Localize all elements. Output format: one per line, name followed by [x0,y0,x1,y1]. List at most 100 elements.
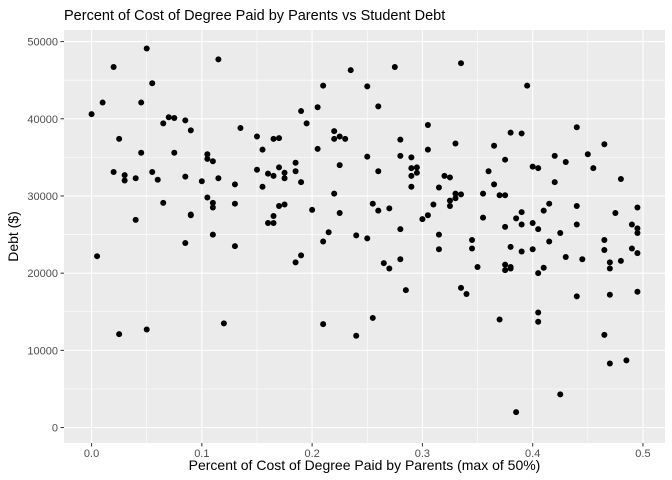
data-point [579,256,586,263]
x-tick-label: 0.1 [194,448,209,460]
data-point [441,172,448,179]
x-tick-label: 0.4 [525,448,540,460]
data-point [215,175,222,182]
data-point [110,64,117,71]
data-point [424,146,431,153]
chart-title: Percent of Cost of Degree Paid by Parent… [64,8,445,24]
data-point [259,146,266,153]
data-point [375,103,382,110]
data-point [231,200,238,207]
data-points [88,45,641,416]
data-point [435,231,442,238]
data-point [171,149,178,156]
data-point [154,176,161,183]
data-point [502,267,509,274]
data-point [617,257,624,264]
data-point [182,117,189,124]
data-point [386,205,393,212]
data-point [601,331,608,338]
data-point [535,318,542,325]
data-point [435,184,442,191]
data-point [353,332,360,339]
data-point [209,231,216,238]
data-point [182,173,189,180]
data-point [143,45,150,52]
data-point [634,230,641,237]
data-point [529,246,536,253]
data-point [518,209,525,216]
data-point [424,121,431,128]
data-point [215,56,222,63]
data-point [265,219,272,226]
data-point [496,192,503,199]
data-point [634,204,641,211]
data-point [408,154,415,161]
data-point [590,165,597,172]
data-point [220,320,227,327]
data-point [336,133,343,140]
data-point [375,168,382,175]
data-point [507,243,514,250]
data-point [446,203,453,210]
data-point [408,183,415,190]
data-point [353,232,360,239]
data-point [309,206,316,213]
data-point [364,153,371,160]
data-point [160,199,167,206]
data-point [419,216,426,223]
data-point [314,104,321,111]
data-point [320,82,327,89]
data-point [617,175,624,182]
data-point [606,360,613,367]
data-point [480,214,487,221]
data-point [491,142,498,149]
data-point [375,207,382,214]
data-point [496,316,503,323]
data-point [518,248,525,255]
data-point [535,309,542,316]
data-point [424,212,431,219]
data-point [336,162,343,169]
data-point [546,238,553,245]
data-point [270,172,277,179]
data-point [303,120,310,127]
data-point [132,175,139,182]
data-point [408,172,415,179]
data-point [513,409,520,416]
data-point [485,168,492,175]
data-point [149,169,156,176]
data-point [364,235,371,242]
data-point [320,321,327,328]
data-point [502,261,509,268]
data-point [397,226,404,233]
data-point [204,151,211,158]
data-point [331,190,338,197]
data-point [342,135,349,142]
y-tick-label: 40000 [27,114,58,126]
data-point [606,259,613,266]
data-point [452,140,459,147]
data-point [452,190,459,197]
data-point [480,190,487,197]
data-point [502,223,509,230]
data-point [634,225,641,232]
data-point [551,152,558,159]
data-point [265,170,272,177]
data-point [121,172,128,179]
data-point [402,287,409,294]
data-point [331,128,338,135]
data-point [535,165,542,172]
data-point [369,200,376,207]
data-point [601,141,608,148]
data-point [452,195,459,202]
y-tick-label: 10000 [27,345,58,357]
data-point [524,82,531,89]
data-point [369,314,376,321]
data-point [380,260,387,267]
data-point [546,200,553,207]
data-point [562,159,569,166]
data-point [491,181,498,188]
data-point [314,145,321,152]
data-point [99,99,106,106]
